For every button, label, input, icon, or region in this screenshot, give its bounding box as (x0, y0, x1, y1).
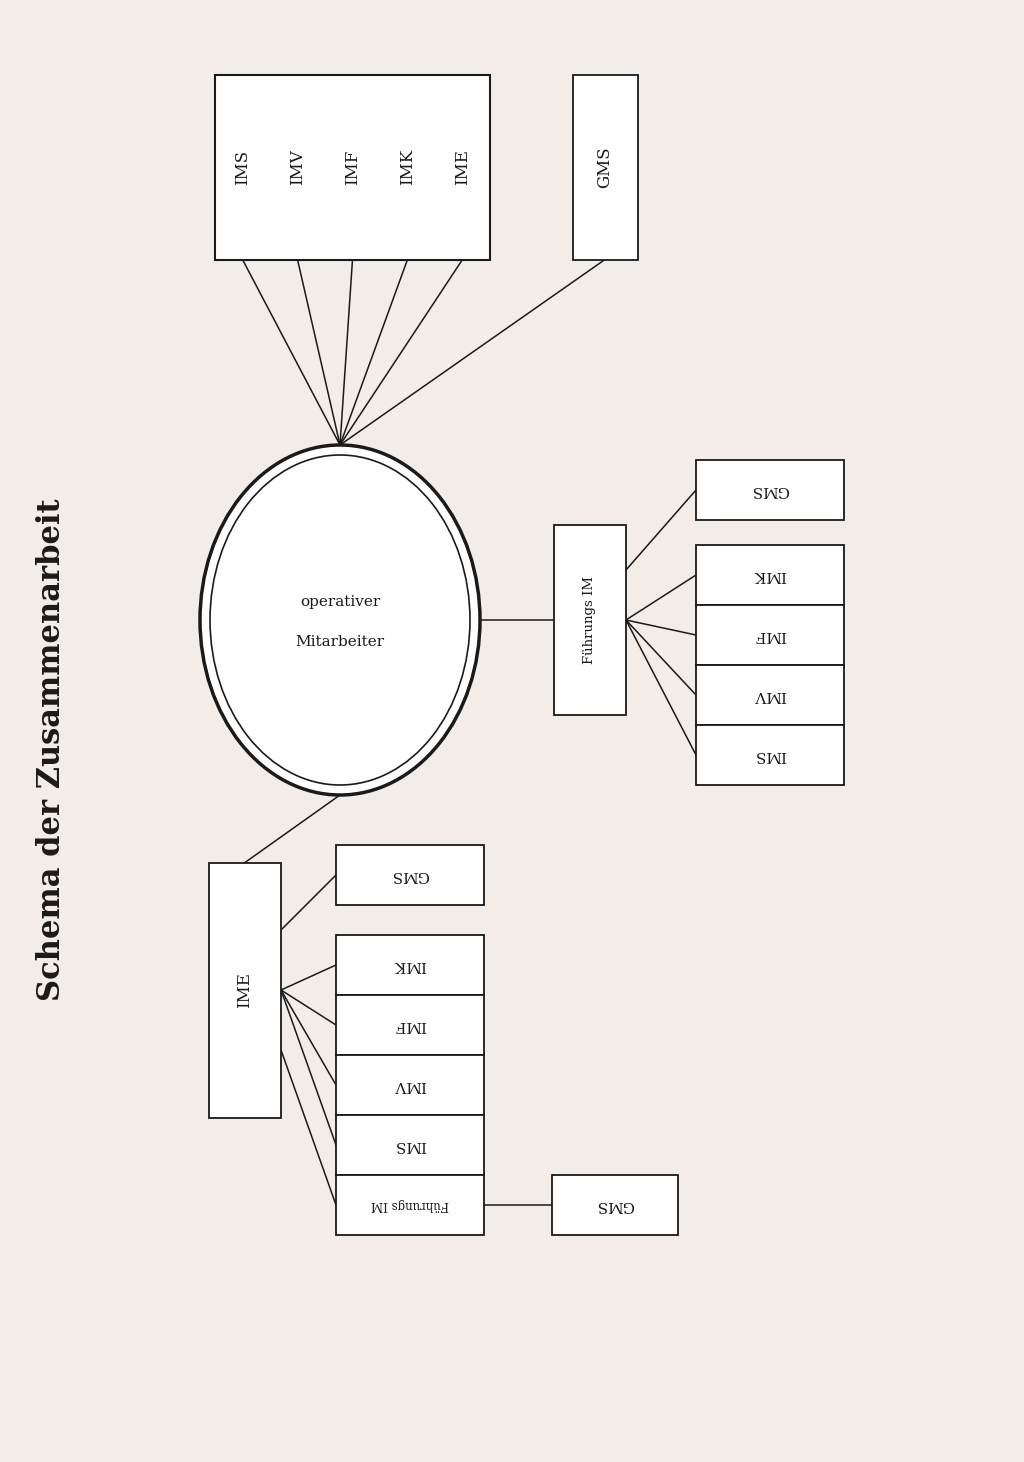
Bar (336, 936, 484, 996)
Bar (552, 1175, 678, 1235)
Bar (696, 461, 844, 520)
Bar (696, 545, 844, 605)
Text: IME: IME (237, 972, 254, 1007)
Bar (572, 75, 638, 259)
Text: Führungs IM: Führungs IM (584, 576, 597, 664)
Text: IMS: IMS (234, 149, 251, 184)
Bar (336, 1175, 484, 1235)
Text: IMS: IMS (394, 1137, 426, 1152)
Text: GMS: GMS (597, 146, 613, 187)
Text: IMV: IMV (393, 1077, 426, 1092)
Bar (554, 525, 626, 715)
Bar (215, 75, 490, 259)
Text: IMK: IMK (393, 958, 427, 972)
Text: Schema der Zusammenarbeit: Schema der Zusammenarbeit (37, 499, 68, 1001)
Text: Führungs IM: Führungs IM (371, 1199, 449, 1212)
Text: Mitarbeiter: Mitarbeiter (296, 635, 385, 649)
Bar (336, 845, 484, 905)
Ellipse shape (210, 455, 470, 785)
Text: IME: IME (454, 149, 471, 186)
Text: IMK: IMK (399, 149, 416, 186)
Text: GMS: GMS (751, 482, 790, 497)
Text: IMS: IMS (754, 749, 786, 762)
Bar (336, 1056, 484, 1116)
Bar (696, 665, 844, 725)
Bar (336, 1116, 484, 1175)
Text: IMF: IMF (394, 1018, 426, 1032)
Ellipse shape (200, 444, 480, 795)
Text: IMV: IMV (289, 149, 306, 184)
Bar (696, 725, 844, 785)
Text: GMS: GMS (596, 1197, 634, 1212)
Text: GMS: GMS (391, 868, 429, 882)
Text: IMF: IMF (344, 149, 361, 184)
Bar (696, 605, 844, 665)
Bar (336, 996, 484, 1056)
Bar (209, 863, 281, 1117)
Text: IMV: IMV (754, 689, 786, 702)
Text: IMK: IMK (754, 569, 786, 582)
Text: IMF: IMF (754, 629, 786, 642)
Text: operativer: operativer (300, 595, 380, 610)
